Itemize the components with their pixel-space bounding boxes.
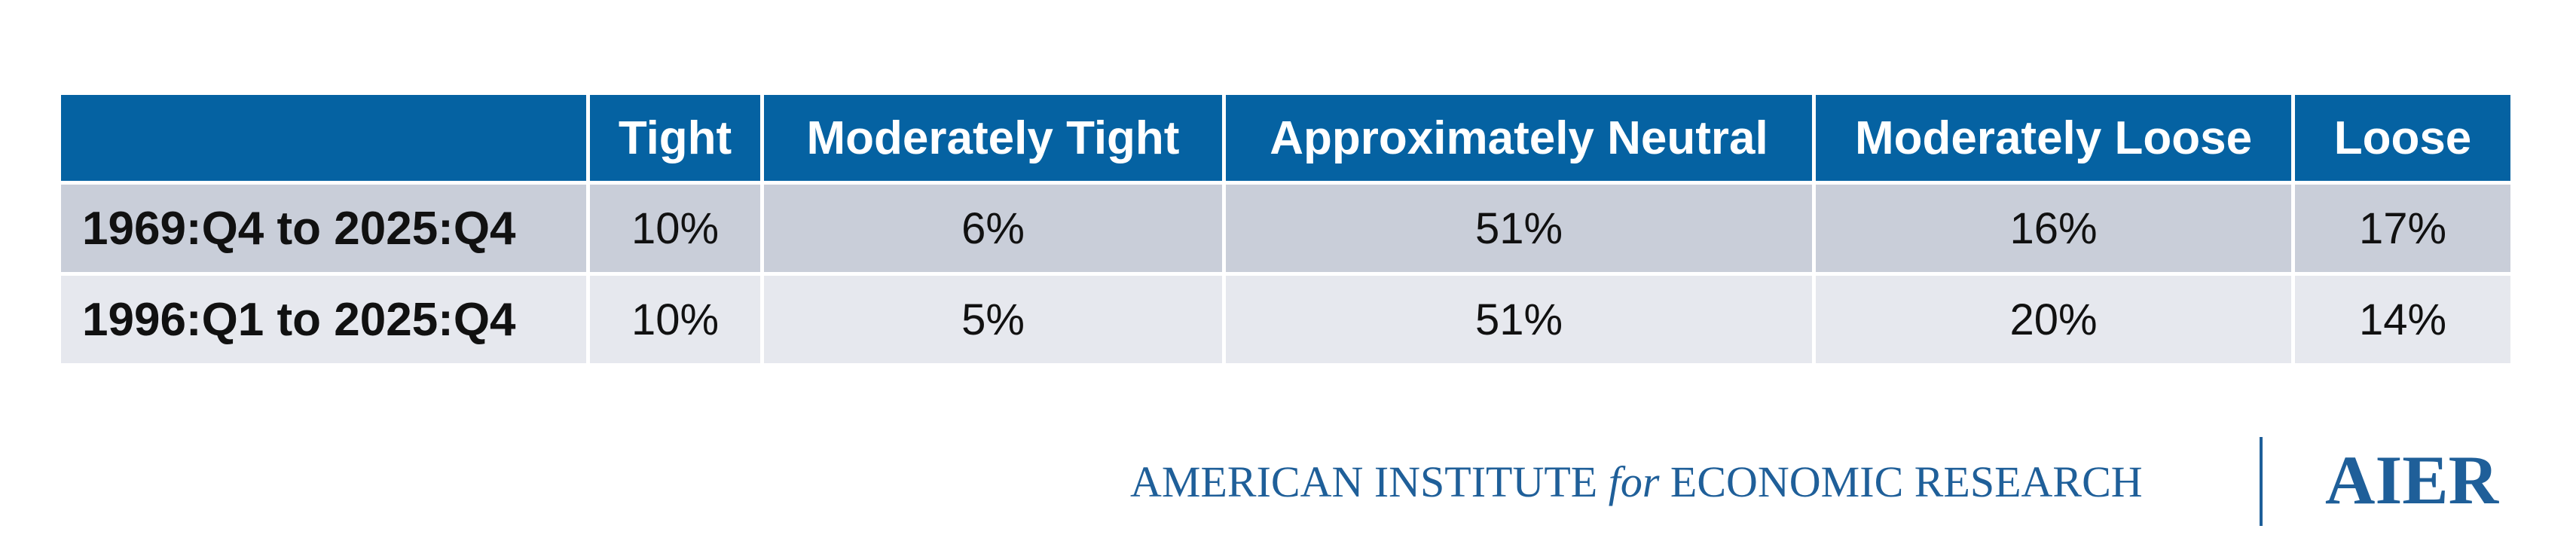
column-header: Tight: [590, 95, 760, 181]
org-for: for: [1608, 457, 1660, 506]
column-header: Approximately Neutral: [1226, 95, 1812, 181]
row-label: 1996:Q1 to 2025:Q4: [61, 276, 586, 363]
table-cell: 14%: [2295, 276, 2510, 363]
table-cell: 6%: [764, 185, 1222, 272]
org-part: ECONOMIC RESEARCH: [1670, 457, 2143, 506]
table-cell: 5%: [764, 276, 1222, 363]
table-cell: 51%: [1226, 276, 1812, 363]
row-label: 1969:Q4 to 2025:Q4: [61, 185, 586, 272]
org-name: AMERICAN INSTITUTE for ECONOMIC RESEARCH: [1130, 457, 2143, 507]
column-header: Loose: [2295, 95, 2510, 181]
divider: [2260, 437, 2263, 526]
column-header: Moderately Tight: [764, 95, 1222, 181]
header-corner: [61, 95, 586, 181]
column-header: Moderately Loose: [1816, 95, 2291, 181]
table-cell: 16%: [1816, 185, 2291, 272]
table-cell: 10%: [590, 185, 760, 272]
table: Tight Moderately Tight Approximately Neutr…: [61, 95, 2510, 363]
table-cell: 10%: [590, 276, 760, 363]
table-cell: 51%: [1226, 185, 1812, 272]
org-part: AMERICAN INSTITUTE: [1130, 457, 1598, 506]
table-cell: 20%: [1816, 276, 2291, 363]
logo: AIER: [2325, 442, 2499, 518]
table-cell: 17%: [2295, 185, 2510, 272]
